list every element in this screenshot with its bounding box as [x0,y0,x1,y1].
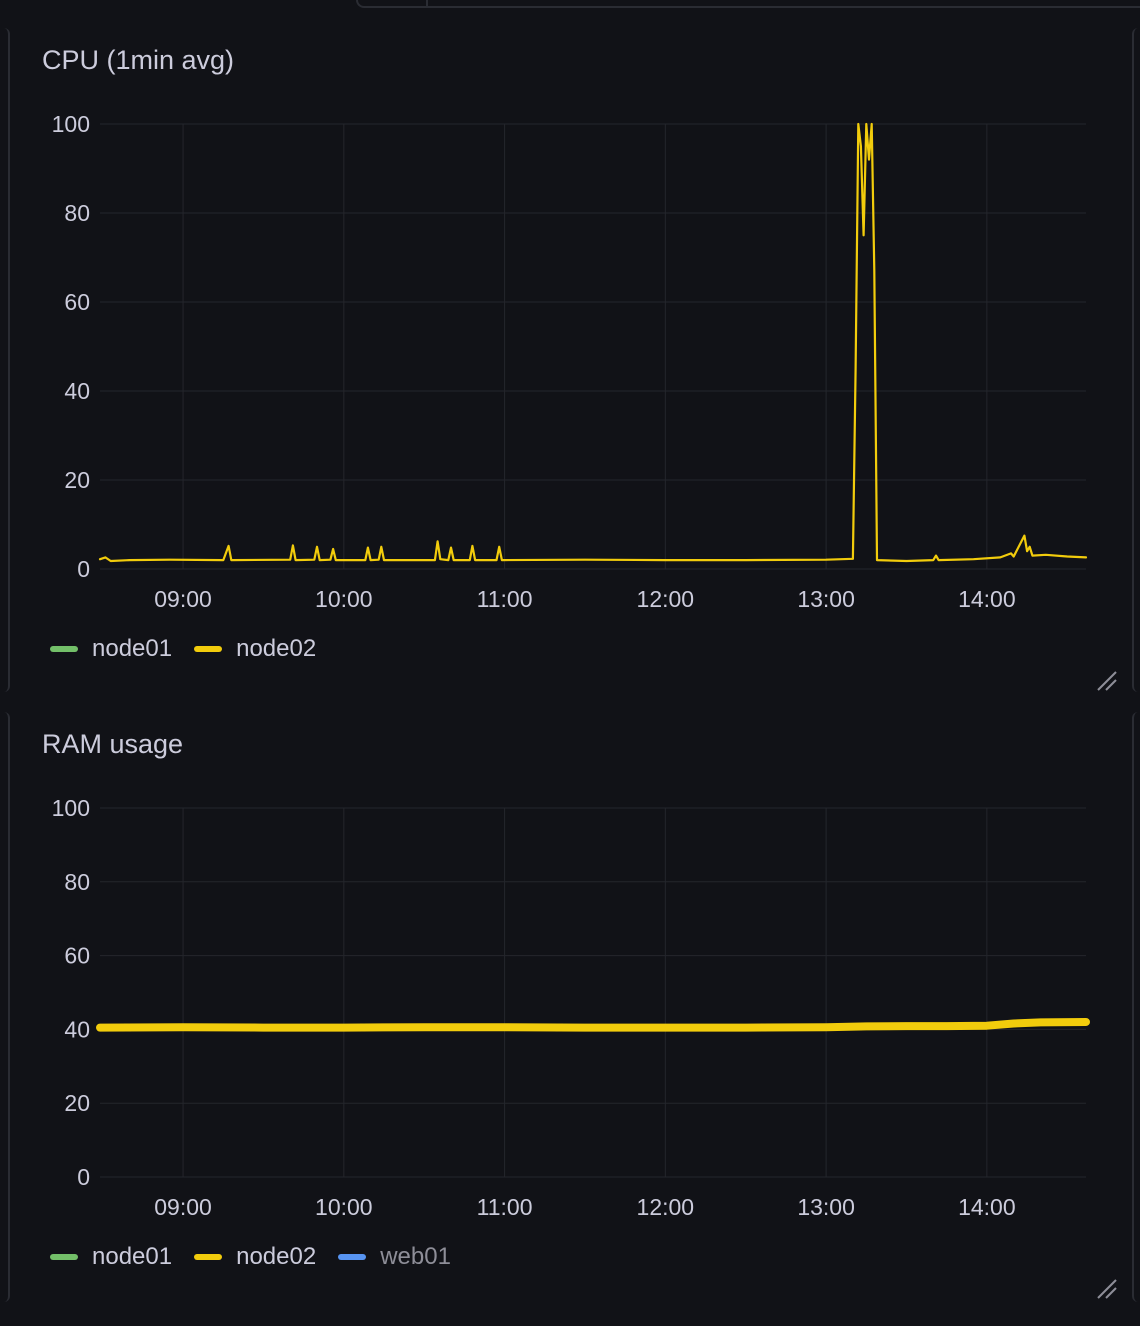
ram-panel: RAM usage node01 node02 web01 [0,712,1140,1302]
panel-title[interactable]: RAM usage [42,729,184,759]
y-tick-label: 0 [77,1164,90,1190]
x-tick-label: 13:00 [797,586,855,612]
y-tick-label: 80 [64,200,90,226]
legend: node01 node02 web01 [50,1243,451,1271]
y-tick-label: 20 [64,1090,90,1116]
panel-title[interactable]: CPU (1min avg) [42,45,235,75]
top-panel-edge [356,0,1140,8]
x-tick-label: 10:00 [315,1194,373,1220]
legend-swatch [50,646,78,652]
y-tick-label: 60 [64,289,90,315]
legend-label: node02 [236,635,317,662]
legend-label: node01 [92,635,173,662]
y-tick-label: 20 [64,467,90,493]
x-tick-label: 10:00 [315,586,373,612]
right-panel-edge [1132,28,1140,692]
legend-label: node02 [236,1243,317,1270]
legend-swatch [194,646,223,652]
legend-swatch [50,1254,78,1260]
y-tick-label: 60 [64,943,90,969]
x-tick-label: 11:00 [477,1194,533,1220]
series-line-node02 [98,122,1088,563]
left-panel-edge [0,28,10,692]
x-tick-label: 11:00 [477,586,533,612]
left-panel-edge [0,712,10,1302]
legend: node01 node02 [50,635,316,663]
x-tick-label: 13:00 [797,1194,855,1220]
y-tick-label: 80 [64,869,90,895]
legend-item-node02[interactable]: node02 [194,635,316,663]
legend-item-node01[interactable]: node01 [50,1243,172,1271]
y-tick-label: 0 [77,556,90,582]
legend-swatch [338,1254,367,1260]
y-tick-label: 100 [52,795,90,821]
legend-item-node02[interactable]: node02 [194,1243,316,1271]
x-tick-label: 09:00 [154,586,212,612]
right-panel-edge [1132,712,1140,1302]
y-tick-label: 100 [52,111,90,137]
legend-label: node01 [92,1243,173,1270]
x-tick-label: 14:00 [958,1194,1016,1220]
legend-item-web01[interactable]: web01 [338,1243,451,1271]
legend-swatch [194,1254,223,1260]
series-line-node02 [96,1018,1090,1032]
resize-handle-icon[interactable] [1096,1278,1118,1300]
x-tick-label: 14:00 [958,586,1016,612]
cpu-panel: CPU (1min avg) node01 node02 [0,28,1140,692]
resize-handle-icon[interactable] [1096,670,1118,692]
x-tick-label: 12:00 [637,1194,695,1220]
legend-item-node01[interactable]: node01 [50,635,172,663]
x-tick-label: 12:00 [637,586,695,612]
top-panel-divider [426,0,428,6]
x-tick-label: 09:00 [154,1194,212,1220]
y-tick-label: 40 [64,378,90,404]
legend-label: web01 [380,1243,451,1270]
y-tick-label: 40 [64,1016,90,1042]
